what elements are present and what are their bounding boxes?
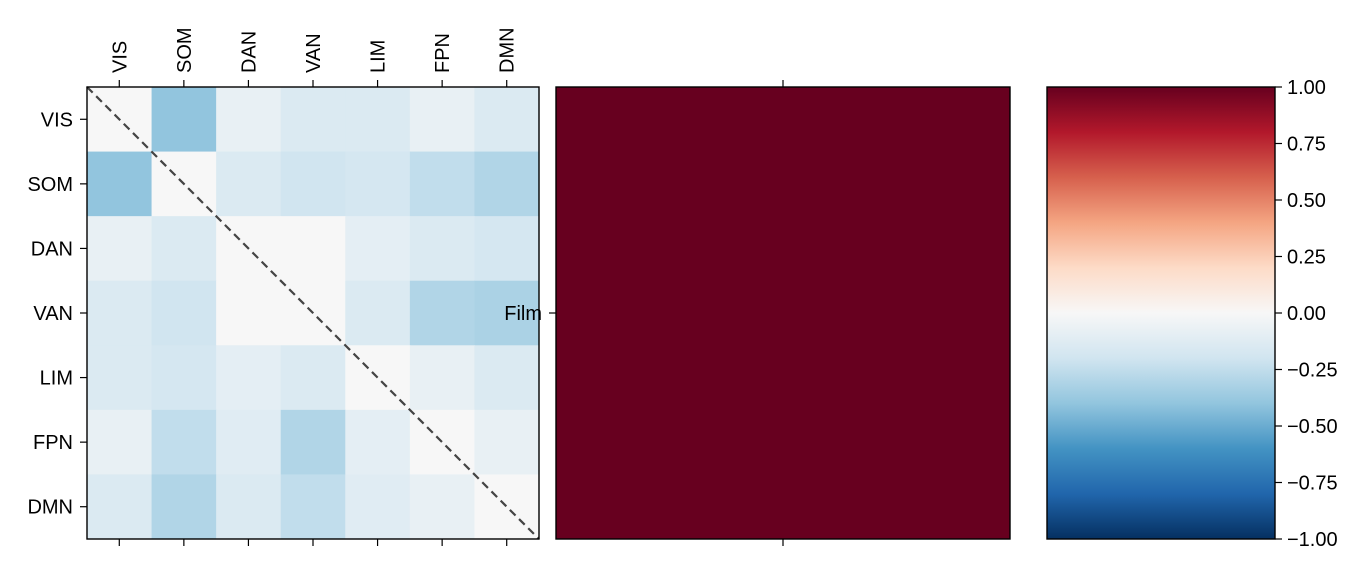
matrix-cell <box>151 87 217 153</box>
matrix-cell <box>409 87 475 153</box>
matrix-cell <box>280 151 346 217</box>
colorbar-frame <box>1046 86 1276 540</box>
y-tick-label: VIS <box>41 109 73 131</box>
matrix-cell <box>87 409 153 475</box>
x-tick-label: VIS <box>109 41 131 73</box>
x-tick-label: DAN <box>238 31 260 73</box>
colorbar-tick-label: 0.25 <box>1287 247 1326 269</box>
film-ticks: Film <box>504 80 784 546</box>
matrix-cell <box>409 280 475 346</box>
matrix-cell <box>409 216 475 282</box>
matrix-cell <box>345 474 411 540</box>
matrix-cell <box>151 345 217 411</box>
colorbar-tick-label: −0.50 <box>1287 416 1338 438</box>
matrix-cell <box>409 345 475 411</box>
y-tick-label: SOM <box>27 174 73 196</box>
matrix-cell <box>216 409 282 475</box>
matrix-cell <box>474 87 540 153</box>
colorbar-tick-label: 0.00 <box>1287 303 1326 325</box>
y-tick-label: FPN <box>33 432 73 454</box>
matrix-cell <box>280 345 346 411</box>
x-tick-label: DMN <box>497 27 519 73</box>
matrix-cell <box>345 409 411 475</box>
matrix-cell <box>280 87 346 153</box>
colorbar-tick-label: 0.50 <box>1287 190 1326 212</box>
y-tick-label: VAN <box>33 303 73 325</box>
matrix-cell <box>345 216 411 282</box>
matrix-cells <box>87 87 540 540</box>
colorbar-tick-label: −0.25 <box>1287 360 1338 382</box>
y-tick-label: DAN <box>31 238 73 260</box>
matrix-cell <box>474 151 540 217</box>
matrix-cell <box>474 280 540 346</box>
matrix-cell <box>345 87 411 153</box>
film-y-tick-label: Film <box>504 303 542 325</box>
y-tick-label: DMN <box>27 497 73 519</box>
matrix-cell <box>280 409 346 475</box>
matrix-cell <box>216 87 282 153</box>
colorbar-tick-label: 0.75 <box>1287 134 1326 156</box>
diagonal-dashed-line <box>86 86 540 540</box>
matrix-cell <box>409 151 475 217</box>
matrix-cell <box>87 216 153 282</box>
y-tick-label: LIM <box>40 368 73 390</box>
matrix-cell <box>151 216 217 282</box>
film-heatmap-panel: Film <box>504 80 1011 546</box>
matrix-cell <box>280 216 346 282</box>
matrix-cell <box>345 280 411 346</box>
matrix-cell <box>474 345 540 411</box>
connectivity-matrix-panel: VIS VIS SOM SOM DAN DAN VAN VAN LIM LIM FPN FPN DMN D… <box>27 27 540 546</box>
matrix-cell <box>216 474 282 540</box>
film-cell <box>556 87 1010 539</box>
matrix-cell <box>216 345 282 411</box>
x-tick-label: VAN <box>303 33 325 73</box>
x-tick-label: LIM <box>368 40 390 73</box>
colorbar <box>1047 87 1275 539</box>
matrix-cell <box>87 345 153 411</box>
film-frame <box>555 86 1011 540</box>
colorbar-panel: 1.00 0.75 0.50 0.25 0.00 −0.25 −0.50 −0.75 −1.00 <box>1046 77 1338 551</box>
colorbar-ticks: 1.00 0.75 0.50 0.25 0.00 −0.25 −0.50 −0.75 −1.00 <box>1275 77 1338 551</box>
colorbar-tick-label: −1.00 <box>1287 529 1338 551</box>
matrix-cell <box>151 474 217 540</box>
x-tick-label: FPN <box>432 33 454 73</box>
matrix-cell <box>87 280 153 346</box>
matrix-cell <box>409 474 475 540</box>
colorbar-tick-label: 1.00 <box>1287 77 1326 99</box>
matrix-cell <box>474 216 540 282</box>
matrix-cell <box>345 151 411 217</box>
matrix-cell <box>151 280 217 346</box>
matrix-cell <box>474 409 540 475</box>
matrix-cell <box>87 474 153 540</box>
x-tick-label: SOM <box>174 27 196 73</box>
matrix-cell <box>280 474 346 540</box>
matrix-ticks: VIS VIS SOM SOM DAN DAN VAN VAN LIM LIM FPN FPN DMN D… <box>27 27 519 546</box>
matrix-cell <box>216 151 282 217</box>
matrix-frame <box>86 86 540 540</box>
matrix-cell <box>216 280 282 346</box>
matrix-cell <box>87 151 153 217</box>
matrix-cell <box>151 409 217 475</box>
colorbar-tick-label: −0.75 <box>1287 473 1338 495</box>
